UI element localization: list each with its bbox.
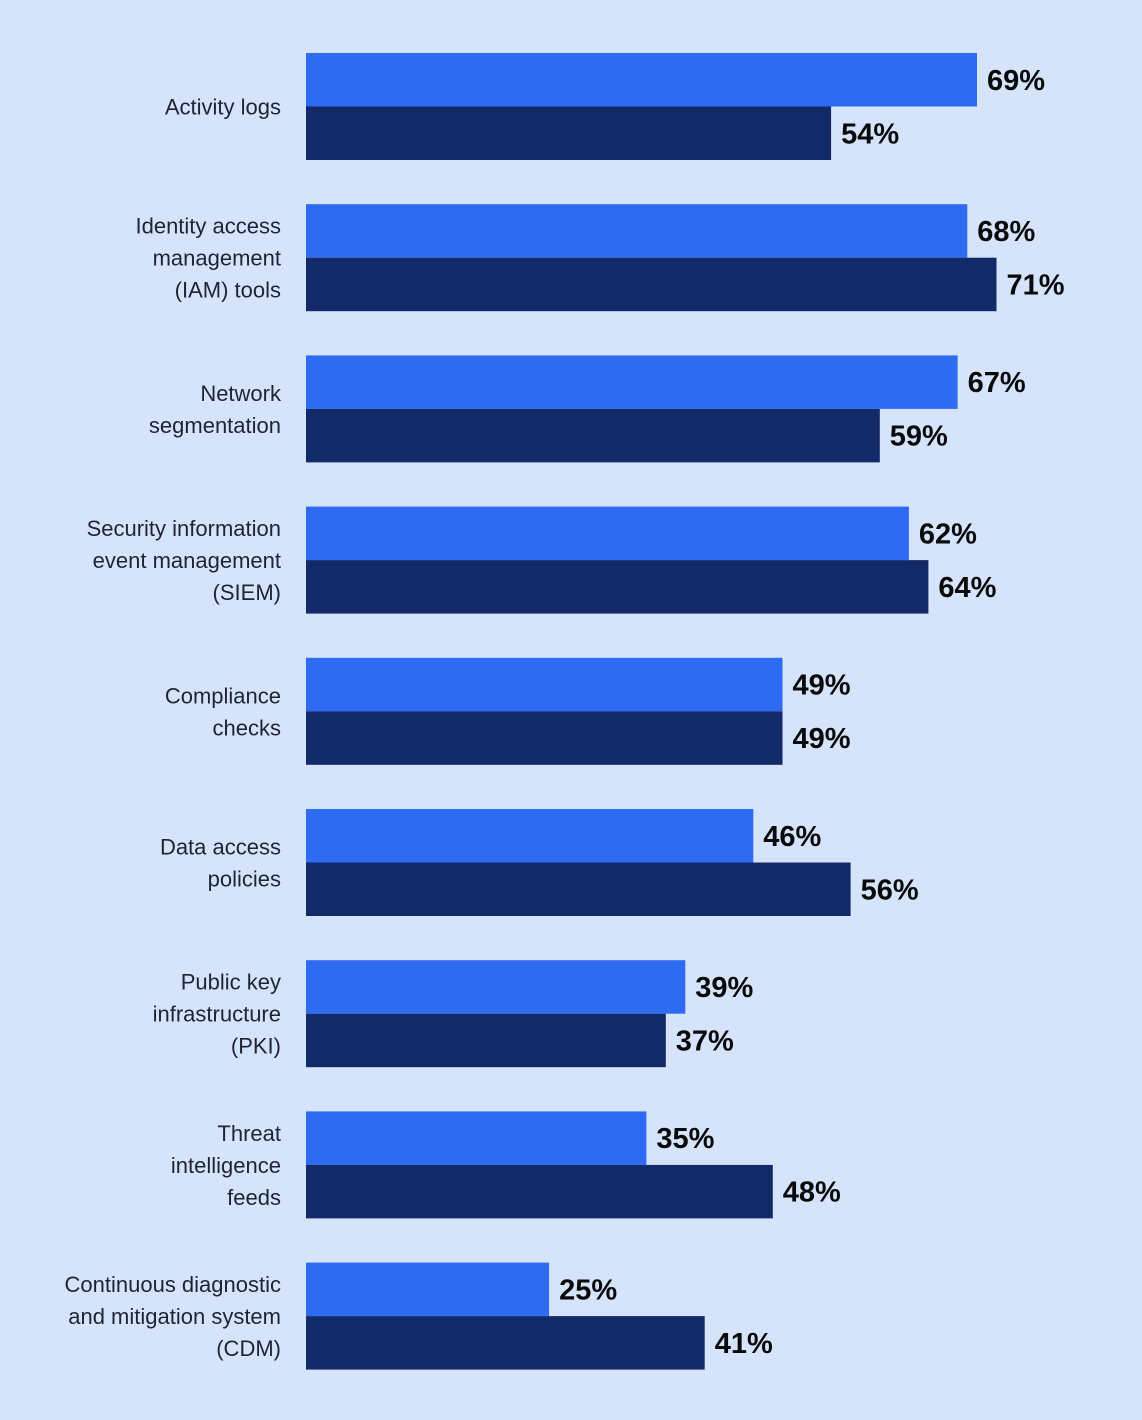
category-label-line: Continuous diagnostic: [65, 1272, 281, 1297]
data-label: 46%: [763, 821, 821, 853]
data-label: 25%: [559, 1274, 617, 1306]
category-label-line: (IAM) tools: [175, 278, 281, 303]
category-label-line: event management: [93, 548, 281, 573]
data-label: 54%: [841, 118, 899, 150]
bar-group: Network segmentation 67% 59%: [149, 355, 1026, 463]
category-label: Identity access management (IAM) tools: [135, 214, 281, 303]
category-label-line: intelligence: [171, 1153, 281, 1178]
bar-group: Compliance checks 49% 49%: [165, 657, 851, 765]
bar-group: Security information event management (SIE…: [87, 506, 997, 614]
bar-group: Data access policies 46% 56%: [160, 809, 919, 916]
category-label-line: Identity access: [135, 214, 281, 239]
bar-group: Identity access management (IAM) tools 68% 7…: [135, 204, 1065, 312]
bar-series-a: [306, 506, 909, 561]
bar-series-a: [306, 1262, 550, 1317]
data-label: 64%: [938, 572, 996, 604]
category-label: Threat intelligence feeds: [171, 1121, 281, 1210]
bar-series-a: [306, 657, 783, 712]
data-label: 41%: [715, 1328, 773, 1360]
category-label: Continuous diagnostic and mitigation syst…: [65, 1272, 281, 1361]
category-label-line: Network: [200, 381, 282, 406]
bar-series-a: [306, 53, 977, 107]
bar-series-b: [306, 1316, 705, 1370]
data-label: 49%: [793, 723, 851, 755]
data-label: 37%: [676, 1025, 734, 1057]
bar-series-a: [306, 960, 686, 1014]
data-label: 69%: [987, 65, 1045, 97]
bar-group: Public key infrastructure (PKI) 39% 37%: [153, 960, 754, 1068]
bar-series-b: [306, 862, 851, 916]
category-label-line: Public key: [181, 970, 281, 995]
bar-series-b: [306, 106, 832, 160]
category-label: Data access policies: [160, 835, 281, 892]
category-label-line: (CDM): [216, 1336, 281, 1361]
category-label: Network segmentation: [149, 381, 282, 438]
data-label: 35%: [656, 1123, 714, 1155]
bar-series-b: [306, 1013, 666, 1068]
bar-group: Activity logs 69% 54%: [165, 53, 1045, 160]
bar-series-b: [306, 1164, 773, 1219]
data-label: 39%: [695, 972, 753, 1004]
category-label-line: management: [153, 246, 281, 271]
bar-series-b: [306, 408, 880, 463]
category-label-line: Activity logs: [165, 95, 281, 120]
data-label: 62%: [919, 518, 977, 550]
category-label: Activity logs: [165, 95, 281, 120]
category-label-line: feeds: [227, 1185, 281, 1210]
category-label: Compliance checks: [165, 683, 281, 740]
category-label-line: and mitigation system: [68, 1304, 281, 1329]
bar-series-b: [306, 257, 997, 312]
category-label-line: policies: [208, 867, 281, 892]
category-label-line: (PKI): [231, 1034, 281, 1059]
bar-series-a: [306, 1111, 647, 1165]
category-label-line: segmentation: [149, 413, 281, 438]
data-label: 56%: [861, 874, 919, 906]
category-label-line: Compliance: [165, 683, 281, 708]
category-label-line: checks: [213, 715, 281, 740]
category-label-line: Data access: [160, 835, 281, 860]
data-label: 59%: [890, 421, 948, 453]
data-label: 68%: [977, 216, 1035, 248]
category-label-line: (SIEM): [213, 580, 281, 605]
bar-series-a: [306, 809, 754, 863]
bar-group: Continuous diagnostic and mitigation syst…: [65, 1262, 773, 1370]
data-label: 48%: [783, 1177, 841, 1209]
data-label: 49%: [793, 670, 851, 702]
bar-series-b: [306, 560, 929, 614]
category-label-line: Security information: [87, 516, 281, 541]
category-label-line: infrastructure: [153, 1002, 281, 1027]
bar-group: Threat intelligence feeds 35% 48%: [171, 1111, 841, 1219]
bar-series-b: [306, 711, 783, 765]
bar-series-a: [306, 355, 958, 409]
category-label-line: Threat: [217, 1121, 281, 1146]
data-label: 71%: [1007, 269, 1065, 301]
category-label: Security information event management (SIE…: [87, 516, 281, 605]
data-label: 67%: [968, 367, 1026, 399]
bar-series-a: [306, 204, 968, 258]
category-label: Public key infrastructure (PKI): [153, 970, 281, 1059]
